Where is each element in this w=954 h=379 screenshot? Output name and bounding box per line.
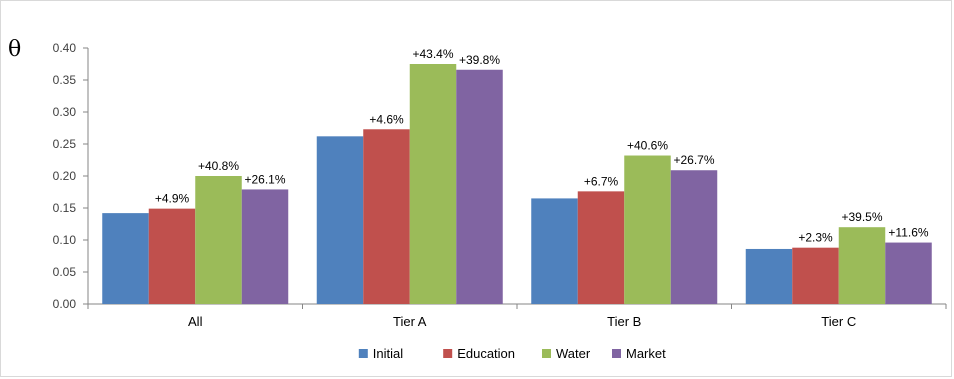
- data-label: +4.9%: [155, 192, 190, 206]
- legend-label-education: Education: [457, 346, 515, 361]
- data-label: +2.3%: [798, 231, 833, 245]
- x-tick-label: Tier C: [821, 314, 856, 329]
- y-tick-label: 0.00: [53, 297, 77, 311]
- data-label: +11.6%: [888, 226, 928, 240]
- data-label: +40.8%: [198, 159, 239, 173]
- legend-swatch-market: [612, 349, 621, 358]
- legend: Initial Education Water Market: [358, 346, 666, 361]
- legend-swatch-water: [542, 349, 551, 358]
- x-tick-label: All: [188, 314, 203, 329]
- y-tick-label: 0.10: [53, 233, 77, 247]
- data-labels: +4.9% +40.8% +26.1% +4.6% +43.4% +39.8% +6.7% +…: [155, 47, 929, 245]
- data-label: +43.4%: [412, 47, 453, 61]
- legend-swatch-education: [443, 349, 453, 358]
- y-tick-label: 0.35: [53, 73, 77, 87]
- data-label: +4.6%: [369, 112, 404, 126]
- legend-label-water: Water: [556, 346, 591, 361]
- data-label: +26.7%: [673, 153, 714, 167]
- x-tick-label: Tier A: [393, 314, 427, 329]
- y-tick-label: 0.30: [53, 105, 77, 119]
- bar-education-tier-a: [363, 129, 410, 304]
- bar-market-all: [241, 189, 289, 304]
- bars: [102, 64, 932, 304]
- data-label: +26.1%: [244, 172, 285, 186]
- y-tick-label: 0.25: [53, 137, 77, 151]
- legend-swatch-initial: [358, 349, 368, 358]
- bar-initial-tier-b: [531, 198, 578, 304]
- data-label: +39.8%: [459, 53, 500, 67]
- bar-initial-tier-c: [745, 248, 793, 304]
- bar-market-tier-a: [456, 69, 503, 304]
- bar-initial-all: [102, 213, 149, 304]
- y-tick-label: 0.40: [53, 41, 77, 55]
- legend-label-market: Market: [626, 346, 666, 361]
- bar-education-all: [148, 208, 196, 304]
- bar-water-tier-b: [624, 155, 671, 304]
- bar-initial-tier-a: [316, 136, 364, 304]
- bar-education-tier-b: [577, 191, 625, 304]
- data-label: +6.7%: [584, 174, 619, 188]
- bar-water-tier-c: [838, 227, 886, 304]
- y-tick-label: 0.05: [53, 265, 77, 279]
- bar-market-tier-b: [670, 170, 718, 304]
- bar-water-all: [195, 176, 242, 304]
- bar-water-tier-a: [409, 64, 457, 304]
- data-label: +40.6%: [627, 139, 668, 153]
- y-axis-label: θ: [8, 37, 21, 62]
- bar-market-tier-c: [885, 242, 932, 304]
- data-label: +39.5%: [841, 210, 882, 224]
- y-tick-label: 0.20: [53, 169, 77, 183]
- legend-label-initial: Initial: [373, 346, 403, 361]
- x-tick-label: Tier B: [607, 314, 641, 329]
- bar-education-tier-c: [792, 247, 839, 304]
- y-tick-label: 0.15: [53, 201, 77, 215]
